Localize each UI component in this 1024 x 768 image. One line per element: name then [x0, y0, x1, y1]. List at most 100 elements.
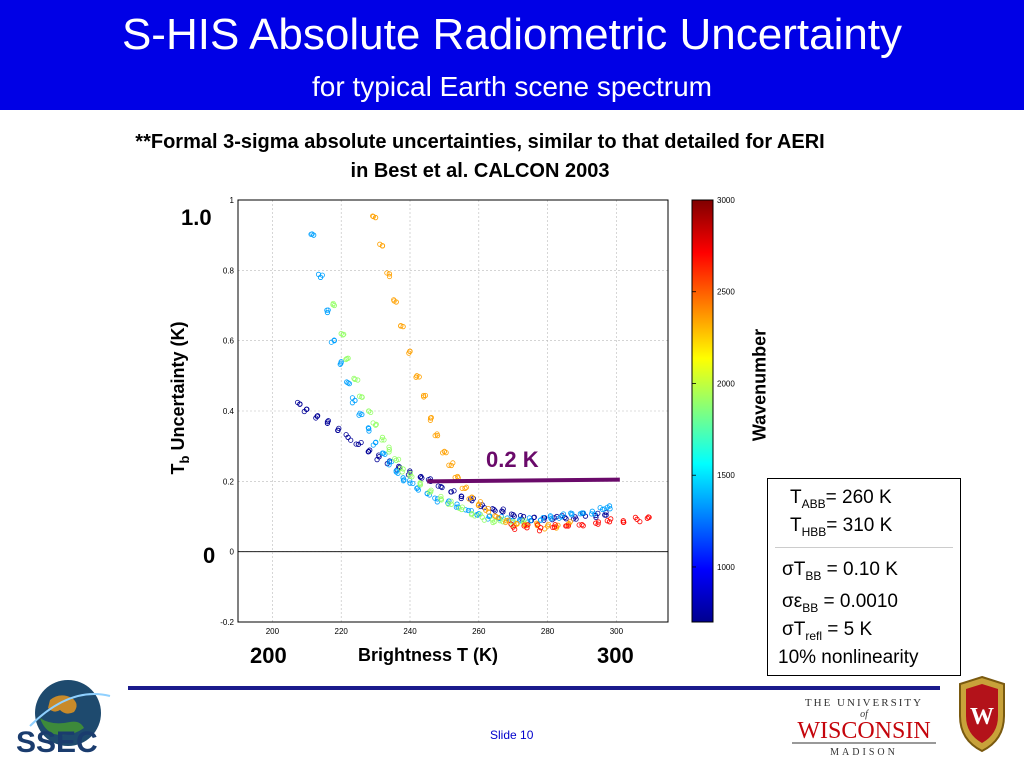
- data-point: [438, 493, 444, 500]
- grid: [238, 199, 668, 623]
- data-point: [417, 481, 423, 487]
- data-point: [386, 271, 393, 277]
- data-point: [359, 394, 365, 400]
- data-point: [503, 519, 509, 526]
- data-point: [324, 420, 331, 426]
- data-point: [500, 509, 506, 515]
- y-tick-label: 0.8: [223, 266, 235, 275]
- data-point: [389, 458, 395, 465]
- data-point: [514, 521, 520, 527]
- data-point: [456, 505, 462, 511]
- data-point: [463, 484, 469, 490]
- param-sigma-ebb: σεBB = 0.0010: [782, 591, 898, 615]
- data-point: [370, 213, 376, 219]
- data-point: [356, 412, 362, 418]
- data-point: [420, 392, 427, 399]
- param-t-abb: TABB= 260 K: [790, 487, 892, 511]
- data-point: [556, 515, 562, 521]
- data-point: [422, 392, 429, 399]
- data-point: [573, 516, 579, 522]
- colorbar: [691, 199, 714, 623]
- data-point: [384, 270, 390, 276]
- data-point: [646, 514, 652, 520]
- data-point: [462, 485, 468, 492]
- continent-shape: [48, 695, 77, 714]
- data-point: [370, 442, 376, 448]
- data-point: [459, 504, 465, 510]
- data-point: [439, 484, 445, 491]
- data-point: [386, 459, 393, 465]
- data-point: [500, 519, 506, 525]
- data-point: [448, 498, 454, 504]
- data-point: [491, 507, 497, 513]
- y-label-zero: 0: [203, 543, 216, 568]
- annotation-0-2k: 0.2 K: [486, 447, 539, 472]
- data-point: [458, 495, 464, 502]
- y-ticks: -0.2 0 0.2 0.4 0.6 0.8 1: [220, 196, 234, 627]
- data-point: [454, 501, 460, 507]
- ssec-logo: SSEC: [16, 680, 111, 758]
- slide-subtitle: for typical Earth scene spectrum: [312, 71, 712, 102]
- colorbar-ticks: 1000 1500 2000 2500 3000: [692, 196, 735, 572]
- colorbar-tick-label: 3000: [717, 196, 735, 205]
- data-point: [535, 522, 541, 528]
- data-point: [536, 528, 543, 534]
- uncertainty-note: **Formal 3-sigma absolute uncertainties,…: [135, 131, 825, 182]
- data-point: [563, 516, 569, 522]
- data-point: [379, 434, 386, 441]
- scatter-points: [295, 213, 652, 534]
- plot-frame: [237, 199, 669, 623]
- data-point: [407, 468, 413, 474]
- data-point: [465, 507, 472, 514]
- data-point: [485, 509, 492, 515]
- data-point: [313, 415, 319, 421]
- data-point: [468, 512, 475, 518]
- data-point: [413, 374, 419, 380]
- data-point: [419, 475, 425, 481]
- param-t-hbb: THBB= 310 K: [790, 515, 893, 539]
- data-point: [485, 505, 491, 512]
- data-point: [495, 515, 502, 521]
- data-point: [373, 421, 379, 427]
- data-point: [607, 506, 613, 512]
- data-point: [443, 449, 449, 456]
- data-point: [324, 309, 331, 316]
- univ-of: of: [860, 709, 869, 720]
- data-point: [595, 521, 601, 527]
- data-point: [349, 400, 356, 406]
- colorbar-tick-label: 1000: [717, 563, 735, 572]
- data-point: [481, 517, 487, 523]
- data-point: [621, 519, 627, 525]
- data-point: [295, 399, 301, 406]
- data-point: [448, 462, 454, 469]
- data-point: [426, 492, 433, 498]
- data-point: [344, 379, 350, 385]
- data-point: [337, 361, 343, 367]
- data-point: [512, 526, 518, 532]
- data-point: [472, 513, 478, 519]
- data-point: [343, 432, 349, 438]
- data-point: [499, 508, 505, 514]
- data-point: [328, 339, 334, 345]
- data-point: [632, 514, 639, 520]
- data-point: [349, 395, 356, 401]
- data-point: [474, 512, 480, 518]
- data-point: [382, 451, 388, 457]
- data-point: [377, 241, 383, 247]
- data-point: [477, 499, 483, 505]
- data-point: [416, 374, 422, 380]
- data-point: [445, 501, 451, 507]
- data-point: [407, 470, 413, 476]
- data-point: [415, 487, 421, 493]
- y-tick-label: -0.2: [220, 618, 234, 627]
- data-point: [526, 515, 532, 521]
- data-point: [340, 332, 346, 338]
- data-point: [366, 408, 372, 414]
- data-point: [438, 483, 444, 490]
- x-tick-label: 200: [266, 627, 280, 636]
- data-point: [358, 439, 364, 446]
- data-point: [531, 514, 537, 520]
- data-point: [428, 415, 434, 421]
- data-point: [370, 213, 376, 220]
- data-point: [538, 525, 544, 531]
